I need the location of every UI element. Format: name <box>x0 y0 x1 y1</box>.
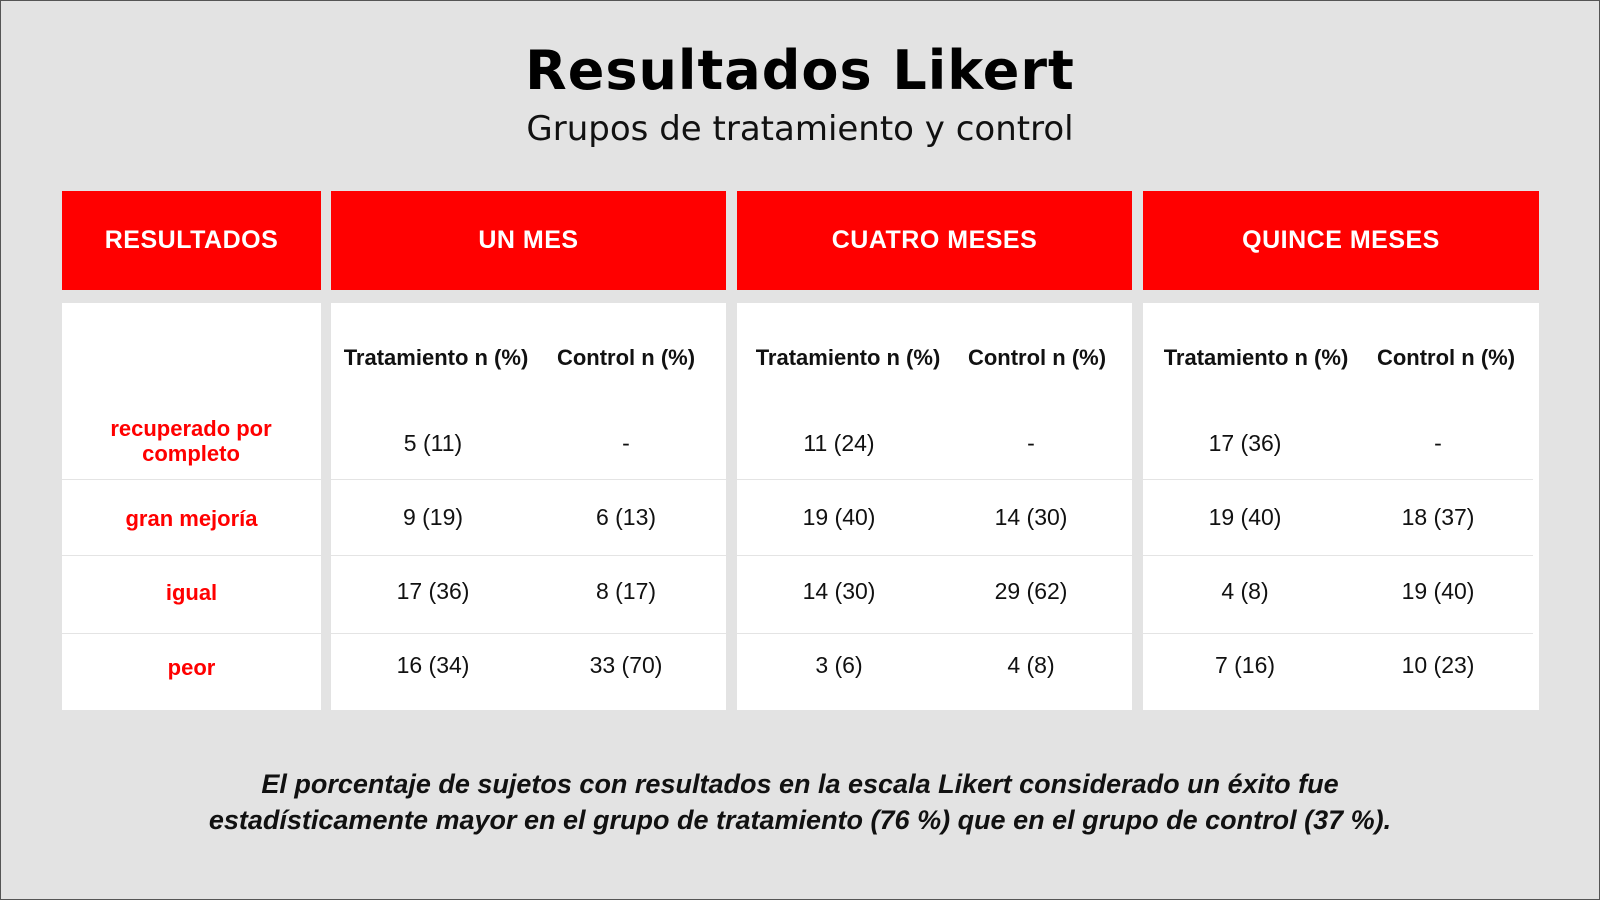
table-cell: 8 (17) <box>595 578 657 604</box>
header-quince-meses: QUINCE MESES <box>1143 191 1539 290</box>
page-subtitle: Grupos de tratamiento y control <box>526 109 1074 149</box>
header-un-mes: UN MES <box>331 191 726 290</box>
subheader-treatment-quince-meses: Tratamiento n (%) <box>1163 345 1349 370</box>
footer-line-1: El porcentaje de sujetos con resultados … <box>261 769 1339 799</box>
subheader-control-cuatro-meses: Control n (%) <box>967 345 1107 370</box>
row-separator <box>331 633 726 634</box>
table-cell: 33 (70) <box>589 652 663 678</box>
footer-note: El porcentaje de sujetos con resultados … <box>1 766 1599 838</box>
table-cell: - <box>1027 430 1035 456</box>
table-cell: 29 (62) <box>994 578 1068 604</box>
row-separator <box>1143 555 1533 556</box>
table-cell: 14 (30) <box>994 504 1068 530</box>
table-cell: 5 (11) <box>403 430 463 456</box>
row-separator <box>737 479 1132 480</box>
subheader-treatment-cuatro-meses: Tratamiento n (%) <box>755 345 941 370</box>
table-cell: 19 (40) <box>1401 578 1475 604</box>
table-cell: - <box>1434 430 1442 456</box>
row-separator <box>1143 479 1533 480</box>
table-cell: 11 (24) <box>803 430 875 456</box>
table-cell: 7 (16) <box>1214 652 1276 678</box>
header-cuatro-meses: CUATRO MESES <box>737 191 1132 290</box>
table-cell: 19 (40) <box>802 504 876 530</box>
table-cell: 16 (34) <box>396 652 470 678</box>
table-cell: 17 (36) <box>1208 430 1282 456</box>
panel-quince-meses <box>1143 303 1539 710</box>
row-separator <box>737 633 1132 634</box>
subheader-treatment-un-mes: Tratamiento n (%) <box>343 345 529 370</box>
table-cell: - <box>622 430 630 456</box>
row-separator <box>331 555 726 556</box>
table-cell: 4 (8) <box>1221 578 1269 604</box>
row-separator <box>1143 633 1533 634</box>
panel-un-mes <box>331 303 726 710</box>
table-cell: 3 (6) <box>815 652 863 678</box>
table-cell: 14 (30) <box>802 578 876 604</box>
row-separator <box>62 555 321 556</box>
table-cell: 4 (8) <box>1007 652 1055 678</box>
table-cell: 19 (40) <box>1208 504 1282 530</box>
table-cell: 6 (13) <box>595 504 657 530</box>
row-separator <box>62 633 321 634</box>
panel-labels <box>62 303 321 710</box>
row-separator <box>737 555 1132 556</box>
header-resultados: RESULTADOS <box>62 191 321 290</box>
row-label-gran-mejoria: gran mejoría <box>125 505 258 531</box>
table-cell: 18 (37) <box>1401 504 1475 530</box>
table-cell: 17 (36) <box>396 578 470 604</box>
row-label-recuperado: recuperado por completo <box>110 416 272 466</box>
row-label-igual: igual <box>165 579 218 605</box>
row-label-peor: peor <box>167 654 216 680</box>
row-separator <box>62 479 321 480</box>
page-title: Resultados Likert <box>525 39 1075 102</box>
table-cell: 9 (19) <box>402 504 464 530</box>
panel-cuatro-meses <box>737 303 1132 710</box>
footer-line-2: estadísticamente mayor en el grupo de tr… <box>208 805 1392 835</box>
table-cell: 10 (23) <box>1401 652 1475 678</box>
row-separator <box>331 479 726 480</box>
subheader-control-un-mes: Control n (%) <box>556 345 696 370</box>
subheader-control-quince-meses: Control n (%) <box>1376 345 1516 370</box>
